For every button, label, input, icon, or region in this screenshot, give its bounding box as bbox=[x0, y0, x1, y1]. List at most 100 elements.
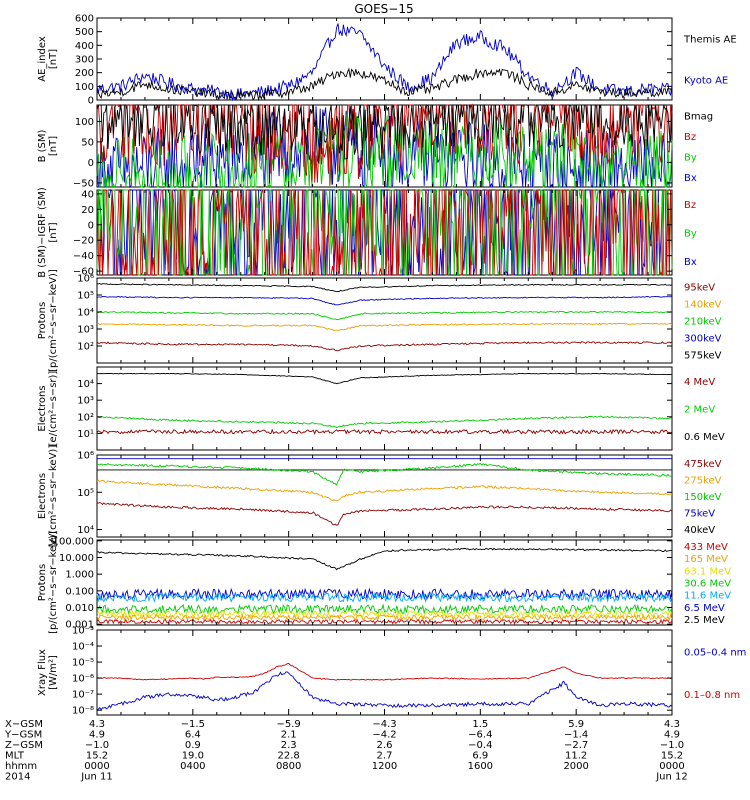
y-tick-label: 300 bbox=[75, 55, 94, 66]
ephemeris-value: 1.5 bbox=[472, 719, 488, 730]
y-tick-label: 10⁻⁵ bbox=[72, 658, 94, 669]
y-axis-label: [nT] bbox=[48, 49, 59, 69]
y-axis-label: Protons bbox=[37, 302, 48, 339]
ephemeris-value: −4.2 bbox=[372, 730, 396, 741]
legend-entry: Bx bbox=[684, 173, 697, 184]
legend-entry: Bz bbox=[684, 200, 696, 211]
y-tick-label: 10⁴ bbox=[77, 379, 94, 390]
y-tick-label: 0.100 bbox=[65, 586, 94, 597]
ephemeris-value: 2.6 bbox=[377, 740, 393, 751]
y-tick-label: 10⁶ bbox=[77, 451, 94, 462]
legend-entry: 0.1–0.8 nm bbox=[684, 690, 740, 701]
y-tick-label: −40 bbox=[73, 251, 94, 262]
legend-entry: 0.6 MeV bbox=[684, 432, 725, 443]
series-line-165-MeV bbox=[96, 613, 673, 622]
ephemeris-value: 22.8 bbox=[278, 751, 300, 762]
panel-1: −50 0 50 100 B (SM) [nT] Bmag Bz By Bx bbox=[37, 103, 713, 189]
legend-entry: Themis AE bbox=[683, 35, 737, 46]
ephemeris-row-label: Z−GSM bbox=[5, 740, 43, 751]
legend-entry: 433 MeV bbox=[684, 542, 728, 553]
legend-entry: 75keV bbox=[684, 508, 715, 519]
y-tick-label: 500 bbox=[75, 27, 94, 38]
figure-title: GOES−15 bbox=[354, 2, 413, 16]
y-tick-label: 10² bbox=[77, 342, 94, 353]
y-axis-label: [e/(cm²−s−sr)] bbox=[48, 371, 59, 447]
panel-4: 10¹ 10² 10³ 10⁴ Electrons [e/(cm²−s−sr)] 4 MeV… bbox=[37, 366, 725, 451]
legend-entry: By bbox=[684, 152, 697, 163]
legend-entry: 140keV bbox=[684, 300, 722, 311]
panel-5: 10⁴ 10⁵ 10⁶ Electrons [e/(cm²−s−sr−keV)] 475k… bbox=[37, 445, 722, 548]
y-tick-label: 20 bbox=[81, 205, 94, 216]
series-line-2.5-MeV bbox=[96, 547, 673, 571]
ephemeris-value: 0800 bbox=[276, 761, 301, 772]
y-axis-label: [p/(cm²−s−sr−keV)] bbox=[48, 269, 59, 372]
y-tick-label: −50 bbox=[73, 178, 94, 189]
y-tick-label: 10.000 bbox=[59, 553, 94, 564]
series-line-95keV bbox=[96, 341, 673, 352]
ephemeris-value: 11.2 bbox=[565, 751, 587, 762]
panel-frame bbox=[96, 17, 673, 101]
ephemeris-value: −2.7 bbox=[564, 740, 588, 751]
y-tick-label: −20 bbox=[73, 236, 94, 247]
legend-entry: 575keV bbox=[684, 351, 722, 362]
y-axis-label: Xray Flux bbox=[37, 649, 48, 696]
y-tick-label: 10⁻³ bbox=[72, 626, 94, 637]
legend-entry: 4 MeV bbox=[684, 377, 715, 388]
ephemeris-row-label: hhmm bbox=[5, 761, 37, 772]
ephemeris-value: 15.2 bbox=[661, 751, 683, 762]
legend-entry: 11.6 MeV bbox=[684, 591, 731, 602]
ephemeris-value: 1600 bbox=[468, 761, 493, 772]
y-axis-label: Protons bbox=[37, 564, 48, 601]
y-axis-label: B (SM) bbox=[37, 129, 48, 162]
ephemeris-row-label: X−GSM bbox=[5, 719, 43, 730]
series-line-275keV bbox=[96, 479, 673, 502]
y-tick-label: 10⁵ bbox=[77, 488, 94, 499]
legend-entry: 0.05–0.4 nm bbox=[684, 647, 746, 658]
y-tick-label: 10⁻⁶ bbox=[72, 674, 94, 685]
ephemeris-value: 4.3 bbox=[664, 719, 680, 730]
series-line-63.1-MeV bbox=[96, 609, 673, 620]
series-line-4-MeV bbox=[96, 428, 673, 435]
series-line-150keV bbox=[96, 462, 673, 486]
ephemeris-value: Jun 12 bbox=[655, 772, 688, 783]
series-line-Kyoto-AE bbox=[96, 23, 673, 102]
panel-6: 0.001 0.010 0.100 1.000 10.000 100.000 Protons… bbox=[37, 531, 731, 634]
legend-entry: 2 MeV bbox=[684, 405, 715, 416]
legend-entry: 63.1 MeV bbox=[684, 566, 731, 577]
ephemeris-value: 1200 bbox=[372, 761, 397, 772]
y-tick-label: 10⁴ bbox=[77, 525, 94, 536]
panel-2: −60 −40 −20 0 20 40 B (SM)−IGRF (SM) [nT] Bz By Bx bbox=[37, 187, 697, 278]
legend-entry: By bbox=[684, 229, 697, 240]
series-line-210keV bbox=[96, 310, 673, 320]
y-tick-label: 10² bbox=[77, 412, 94, 423]
y-tick-label: 10³ bbox=[77, 325, 94, 336]
ephemeris-value: 0.9 bbox=[185, 740, 201, 751]
ephemeris-value: −1.0 bbox=[660, 740, 684, 751]
series-line-0.6-MeV bbox=[96, 372, 673, 385]
panel-frame bbox=[96, 629, 673, 716]
series-line-0.05–0.4-nm bbox=[96, 671, 673, 711]
y-tick-label: 0 bbox=[88, 220, 94, 231]
ephemeris-row-label: MLT bbox=[5, 751, 25, 762]
ephemeris-value: Jun 11 bbox=[80, 772, 113, 783]
y-axis-label: [W/m²] bbox=[48, 655, 59, 690]
series-line-2-MeV bbox=[96, 415, 673, 429]
ephemeris-value: 2.1 bbox=[281, 730, 297, 741]
ephemeris-value: −5.9 bbox=[277, 719, 301, 730]
ephemeris-table: X−GSM 4.3 −1.5 −5.9 −4.3 1.5 5.9 4.3 Y−GSM 4.9 6.4… bbox=[4, 719, 688, 783]
ephemeris-value: 6.9 bbox=[472, 751, 488, 762]
legend-entry: 275keV bbox=[684, 476, 722, 487]
y-tick-label: 0.001 bbox=[65, 620, 94, 631]
panel-7: 10⁻⁸ 10⁻⁷ 10⁻⁶ 10⁻⁵ 10⁻⁴ 10⁻³ Xray Flux [W/m²] 0… bbox=[37, 626, 746, 717]
y-tick-label: 100.000 bbox=[53, 536, 94, 547]
y-axis-label: B (SM)−IGRF (SM) bbox=[37, 187, 48, 278]
y-axis-label: Electrons bbox=[37, 473, 48, 519]
legend-entry: 475keV bbox=[684, 459, 722, 470]
y-tick-label: 100 bbox=[75, 117, 94, 128]
y-axis-label: [nT] bbox=[48, 222, 59, 242]
ephemeris-value: 4.3 bbox=[89, 719, 105, 730]
series-line-475keV bbox=[96, 502, 673, 526]
legend-entry: Bx bbox=[684, 257, 697, 268]
y-tick-label: 50 bbox=[81, 137, 94, 148]
